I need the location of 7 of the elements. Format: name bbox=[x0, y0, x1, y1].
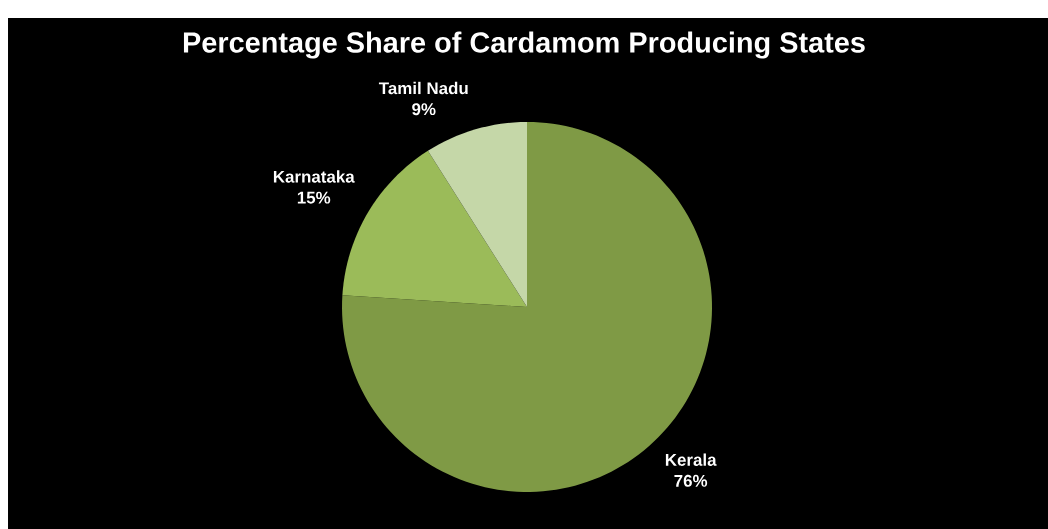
chart-title: Percentage Share of Cardamom Producing States bbox=[183, 31, 865, 59]
slice-label: Karnataka bbox=[273, 170, 355, 183]
data-label: 9% bbox=[412, 103, 436, 116]
data-label: 15% bbox=[297, 191, 331, 204]
slice-label: Tamil Nadu bbox=[378, 81, 468, 95]
data-label: 76% bbox=[674, 474, 708, 487]
slice-label: Kerala bbox=[665, 453, 717, 466]
